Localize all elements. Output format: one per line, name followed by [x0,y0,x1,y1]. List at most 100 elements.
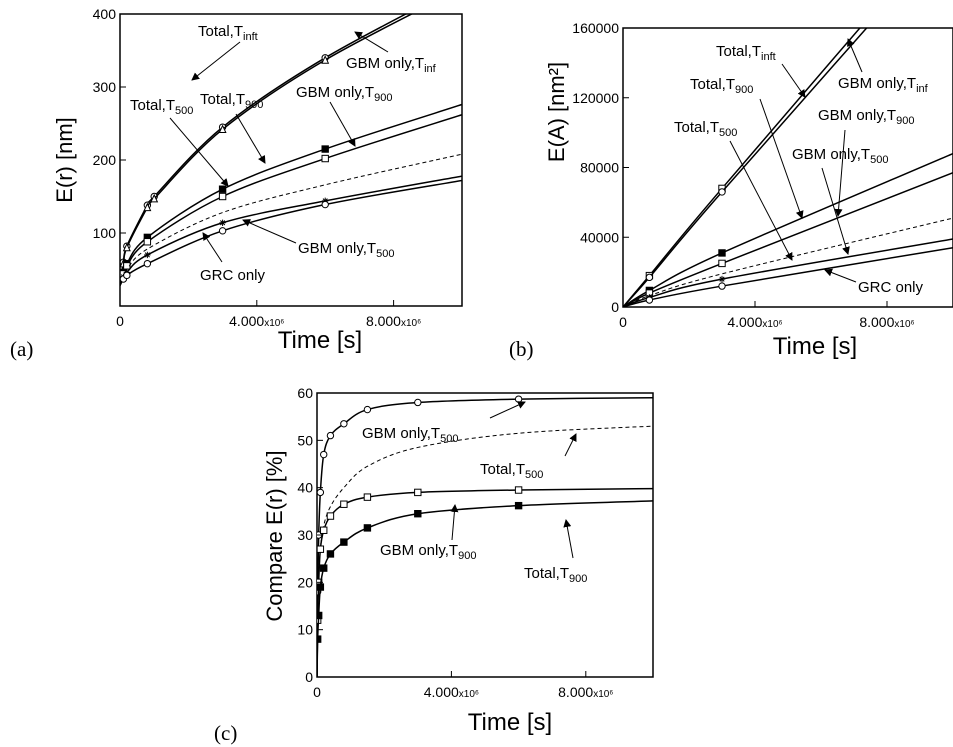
y-tick-label: 40 [297,480,313,496]
y-tick-label: 120000 [572,90,619,106]
panel-c-point-total-t-900 [340,538,348,546]
panel-c-arrow-total-t500 [564,433,577,457]
y-tick-label: 60 [297,385,313,401]
y-tick-label: 30 [297,527,313,543]
panel-b-point-gbm-only-t-inf [718,188,726,196]
y-tick-label: 400 [93,6,117,22]
panel-c-point-gbm-only-t-900 [514,486,523,494]
panel-a-xlabel: Time [s] [278,327,362,354]
panel-a-annotation-total-t900: Total,T900 [200,91,263,111]
panel-c-point-total-t-900 [414,510,422,518]
x-tick-label: 4.000x10⁶ [229,313,284,329]
panel-c-point-gbm-only-t-500 [326,431,335,440]
panel-a-point-gbm-only-t-inf [321,55,330,64]
panel-c-annotation-gbm-t900: GBM only,T900 [380,542,476,562]
panel-a-arrow-gbm-tinf [354,31,389,53]
panel-c-point-total-t-900 [317,635,322,643]
panel-a-point-gbm-only-t-inf [143,202,152,212]
panel-b-point-gbm-only-t-900 [718,259,726,268]
panel-c-annotation-gbm-t500: GBM only,T500 [362,425,458,445]
panel-b-series-gbm-only-t-900 [623,172,953,307]
panel-a-arrow-gbm-t900 [329,101,356,147]
panel-a-series-gbm-only-t-900 [120,114,462,286]
y-tick-label: 160000 [572,20,619,36]
x-tick-label: 8.000x10⁶ [558,684,613,700]
panel-a-annotation-gbm-t500: GBM only,T500 [298,240,394,260]
panel-b: 0 4.000x10⁶ 8.000x10⁶ 0 40000 80000 120000 1600… [509,20,953,361]
panel-b-annotation-total-tinft: Total,Tinft [716,43,776,63]
panel-a-ticks: 0 4.000x10⁶ 8.000x10⁶ 100 200 300 400 [93,6,422,329]
panel-c-label: (c) [214,721,237,745]
panel-a-point-grc-only [218,227,227,235]
panel-a-markers-grc-only [120,200,329,283]
panel-b-ticks: 0 4.000x10⁶ 8.000x10⁶ 0 40000 80000 120000 1600… [572,20,914,330]
panel-b-annotation-total-t900: Total,T900 [690,76,753,96]
panel-b-series-gbm-only-t-500 [623,238,953,307]
y-tick-label: 80000 [580,160,619,176]
panel-c-point-total-t-900 [317,611,323,620]
panel-b-series [623,28,953,307]
panel-b-series-gbm-only-t-inf [623,28,868,307]
panel-b-ylabel: E(A) [nm²] [544,62,569,162]
panel-a-point-gbm-only-t-inf [122,242,131,252]
panel-b-label: (b) [509,337,534,361]
panel-b-arrow-gbm-t900 [834,129,846,217]
x-tick-label: 4.000x10⁶ [424,684,479,700]
panel-b-point-grc-only [718,282,726,290]
panel-c-series-gbm-only-t-900 [317,487,653,677]
panel-b-series-total-t-500 [623,217,953,307]
panel-c-point-gbm-only-t-500 [514,395,523,403]
panel-a-series-gbm-only-t-inf [120,14,414,285]
panel-b-markers-gbm-only-t-inf [645,188,726,282]
panel-c-series [317,395,653,677]
panel-a-series [120,14,462,286]
y-tick-label: 20 [297,574,313,590]
panel-c-point-gbm-only-t-900 [363,493,372,501]
panel-a-point-gbm-only-t-500 [144,251,151,259]
panel-c-point-total-t-900 [363,524,372,532]
panel-a-arrow-total-t500 [169,117,229,187]
panel-a-annotation-total-t500: Total,T500 [130,97,193,117]
x-tick-label: 0 [619,314,627,330]
panel-b-point-gbm-only-t-inf [645,273,654,282]
panel-a-annotation-grc: GRC only [200,267,266,284]
panel-c: 0 4.000x10⁶ 8.000x10⁶ 0 10 20 30 40 50 60 Compare… [214,385,654,745]
x-tick-label: 0 [116,313,124,329]
panel-b-point-gbm-only-t-500 [718,275,726,283]
panel-c-point-gbm-only-t-900 [414,488,422,497]
panel-c-annotation-total-t500: Total,T500 [480,461,543,481]
panel-a-point-grc-only [321,200,329,209]
panel-c-point-total-t-900 [317,583,325,591]
panel-a-point-total-t-900 [321,145,329,153]
panel-c-arrow-gbm-t500 [489,401,526,419]
x-tick-label: 8.000x10⁶ [859,314,914,330]
panel-c-point-gbm-only-t-900 [317,545,325,553]
panel-a-annotation-gbm-t900: GBM only,T900 [296,84,392,104]
panel-a-point-gbm-only-t-inf [150,193,159,203]
panel-a-label: (a) [10,337,33,361]
panel-a-annotation-total-tinft: Total,Tinft [198,23,258,43]
panel-a-point-grc-only [123,271,131,280]
panel-a-series-gbm-only-t-500 [120,175,462,286]
panel-a-point-gbm-only-t-900 [218,192,227,201]
panel-c-point-gbm-only-t-500 [320,450,328,459]
panel-a-ylabel: E(r) [nm] [52,117,77,203]
panel-b-annotation-gbm-tinf: GBM only,Tinf [838,75,929,95]
panel-c-series-total-t-500 [317,425,653,677]
y-tick-label: 10 [297,622,313,638]
panel-a-arrow-total-tinft [191,41,241,81]
y-tick-label: 0 [305,669,313,685]
panel-a-point-gbm-only-t-500 [219,219,226,226]
panel-c-ticks: 0 4.000x10⁶ 8.000x10⁶ 0 10 20 30 40 50 60 [297,385,613,700]
panel-a-arrow-total-t900 [235,113,266,164]
panel-c-xlabel: Time [s] [468,709,552,736]
panel-b-markers-grc-only [645,282,726,304]
panel-a: 0 4.000x10⁶ 8.000x10⁶ 100 200 300 400 E(r) [nm… [10,6,463,361]
panel-c-point-gbm-only-t-500 [363,405,372,414]
panel-c-point-gbm-only-t-900 [320,526,328,534]
panel-a-point-gbm-only-t-900 [321,154,329,163]
panel-c-ylabel: Compare E(r) [%] [262,450,287,621]
panel-a-point-grc-only [143,259,152,268]
panel-a-arrow-grc [202,232,223,263]
panel-c-point-gbm-only-t-500 [340,420,348,428]
